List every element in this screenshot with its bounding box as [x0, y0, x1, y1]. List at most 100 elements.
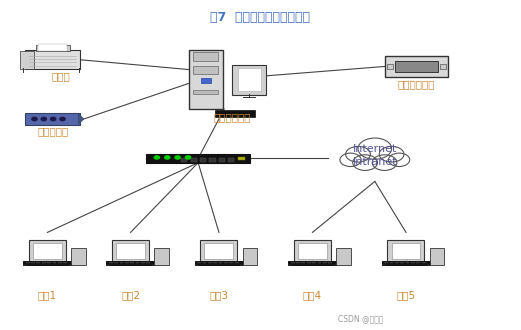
Bar	[411, 262, 415, 263]
Circle shape	[345, 147, 370, 162]
Bar	[36, 46, 69, 51]
Bar	[390, 263, 393, 264]
Bar	[197, 262, 201, 263]
Text: CSDN @林林强: CSDN @林林强	[339, 314, 384, 323]
Bar	[42, 263, 46, 264]
Bar	[125, 263, 129, 264]
Bar	[191, 158, 197, 162]
Bar	[384, 263, 388, 264]
Bar	[224, 263, 228, 264]
FancyBboxPatch shape	[155, 248, 169, 265]
Circle shape	[379, 147, 404, 162]
Bar	[384, 262, 388, 263]
FancyBboxPatch shape	[385, 56, 448, 77]
Bar	[422, 262, 426, 263]
FancyBboxPatch shape	[71, 248, 86, 265]
FancyBboxPatch shape	[201, 240, 238, 262]
Bar	[387, 64, 393, 69]
Text: 其他公用设备: 其他公用设备	[398, 80, 435, 89]
Bar	[229, 262, 233, 263]
FancyBboxPatch shape	[25, 113, 80, 125]
Circle shape	[165, 156, 170, 159]
Bar	[235, 262, 239, 263]
Bar	[26, 262, 30, 263]
Bar	[228, 158, 234, 162]
Bar	[440, 64, 446, 69]
Bar	[318, 263, 321, 264]
Circle shape	[60, 117, 65, 121]
Bar	[209, 158, 216, 162]
Bar	[31, 263, 35, 264]
Bar	[400, 262, 404, 263]
FancyBboxPatch shape	[382, 261, 430, 265]
Bar	[213, 262, 217, 263]
Bar	[298, 243, 327, 259]
Bar	[203, 263, 206, 264]
Text: 用户2: 用户2	[121, 290, 140, 300]
Bar	[411, 263, 415, 264]
Bar	[422, 263, 426, 264]
Bar	[42, 262, 46, 263]
FancyBboxPatch shape	[337, 248, 351, 265]
Bar	[328, 262, 332, 263]
Text: 用户4: 用户4	[303, 290, 322, 300]
FancyBboxPatch shape	[25, 50, 80, 69]
Bar	[197, 263, 201, 264]
Bar	[395, 61, 438, 72]
Bar	[416, 262, 420, 263]
FancyBboxPatch shape	[23, 261, 72, 265]
Bar	[120, 262, 123, 263]
FancyBboxPatch shape	[215, 110, 255, 117]
Bar	[291, 263, 294, 264]
Bar	[296, 263, 300, 264]
Bar	[120, 263, 123, 264]
Circle shape	[185, 156, 191, 159]
FancyBboxPatch shape	[430, 248, 444, 265]
Circle shape	[41, 117, 46, 121]
Bar	[36, 262, 40, 263]
Bar	[239, 157, 245, 160]
Circle shape	[51, 117, 56, 121]
Circle shape	[154, 156, 159, 159]
FancyBboxPatch shape	[106, 261, 155, 265]
Bar	[400, 263, 404, 264]
FancyBboxPatch shape	[20, 50, 34, 69]
Text: 调制解调器: 调制解调器	[37, 126, 68, 136]
Bar	[109, 263, 113, 264]
Bar	[390, 262, 393, 263]
Circle shape	[389, 153, 410, 167]
Bar	[123, 262, 138, 263]
Bar	[201, 78, 211, 83]
Bar	[114, 263, 118, 264]
FancyBboxPatch shape	[195, 261, 243, 265]
Bar	[219, 158, 225, 162]
Bar	[141, 262, 145, 263]
Bar	[58, 262, 61, 263]
Bar	[312, 262, 316, 263]
Bar	[146, 262, 150, 263]
Bar	[219, 263, 222, 264]
Bar	[125, 262, 129, 263]
Text: 图7  代码服务器网络分布图: 图7 代码服务器网络分布图	[210, 11, 311, 23]
Bar	[208, 262, 212, 263]
Circle shape	[358, 138, 392, 159]
Bar	[391, 243, 420, 259]
Bar	[302, 263, 305, 264]
Polygon shape	[79, 114, 84, 124]
Bar	[47, 262, 51, 263]
Bar	[312, 263, 316, 264]
Bar	[38, 44, 67, 50]
Text: 数据库服务器: 数据库服务器	[213, 113, 251, 122]
Text: 用户1: 用户1	[38, 290, 57, 300]
Circle shape	[353, 155, 377, 170]
FancyBboxPatch shape	[294, 240, 331, 262]
Bar	[395, 262, 399, 263]
Text: 打印机: 打印机	[51, 71, 70, 82]
FancyBboxPatch shape	[29, 240, 66, 262]
Bar	[307, 262, 311, 263]
Bar	[406, 262, 410, 263]
Bar	[193, 66, 218, 74]
Bar	[146, 263, 150, 264]
Bar	[406, 263, 410, 264]
Bar	[47, 263, 51, 264]
